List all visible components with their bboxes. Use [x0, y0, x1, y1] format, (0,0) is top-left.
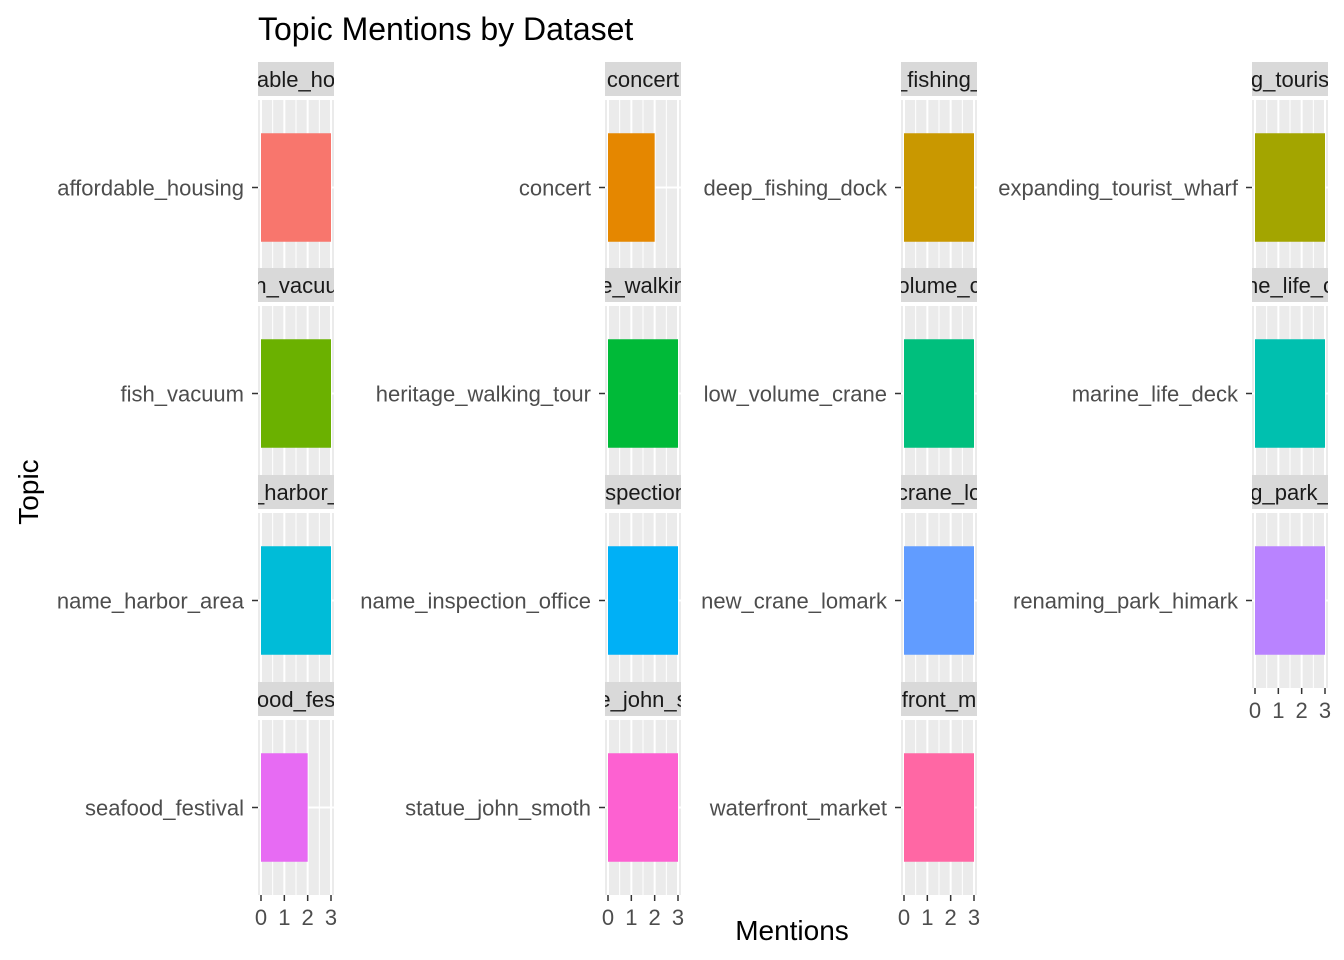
bar [1255, 133, 1325, 242]
x-tick-label: 1 [625, 905, 637, 930]
facet-strip-label: g_park_ [1250, 480, 1330, 505]
x-tick-label: 2 [302, 905, 314, 930]
y-tick-label: new_crane_lomark [701, 589, 888, 614]
y-tick-label: affordable_housing [57, 176, 244, 201]
y-tick-label: waterfront_market [709, 796, 887, 821]
bar [904, 133, 974, 242]
bar [261, 546, 331, 655]
bar [904, 753, 974, 862]
x-tick-label: 0 [602, 905, 614, 930]
facet-strip [1252, 62, 1328, 96]
x-tick-label: 3 [968, 905, 980, 930]
y-axis-title: Topic [13, 459, 44, 524]
facet-strip-label: g_touris [1251, 67, 1329, 92]
facet-strip [1252, 475, 1328, 509]
x-tick-label: 1 [1272, 698, 1284, 723]
facet-strip [605, 475, 681, 509]
facet-strip-label: e_walkin [600, 273, 686, 298]
facet-strip-label: _harbor_ [251, 480, 341, 505]
x-tick-label: 0 [255, 905, 267, 930]
facet-panel: _fishing_ deep_fishing_dock [704, 62, 984, 275]
facet-panel: front_m waterfront_market 0 1 2 3 [709, 682, 980, 930]
facet-strip [605, 268, 681, 302]
facet-panel: olume_c low_volume_crane [704, 268, 980, 481]
x-axis-title: Mentions [735, 915, 849, 946]
facet-panel: crane_lo new_crane_lomark [701, 475, 981, 688]
y-tick-label: name_harbor_area [57, 589, 245, 614]
facet-panel: concert concert [519, 62, 681, 275]
facet-strip [901, 268, 977, 302]
bar [608, 546, 678, 655]
facet-strip-label: front_m [902, 687, 977, 712]
y-tick-label: low_volume_crane [704, 382, 887, 407]
x-tick-label: 1 [921, 905, 933, 930]
facet-strip-label: _fishing_ [894, 67, 984, 92]
bar [608, 753, 678, 862]
x-tick-label: 2 [945, 905, 957, 930]
bar [904, 339, 974, 448]
facet-strip-label: ne_life_c [1246, 273, 1334, 298]
bar [1255, 339, 1325, 448]
facet-panel: ood_fes seafood_festival 0 1 2 3 [85, 682, 337, 930]
x-tick-label: 0 [1249, 698, 1261, 723]
x-tick-label: 2 [649, 905, 661, 930]
facet-panel: ne_life_c marine_life_deck [1072, 268, 1334, 481]
y-tick-label: fish_vacuum [120, 382, 244, 407]
facet-panel: g_touris expanding_tourist_wharf [998, 62, 1329, 275]
facet-panel: ıspection name_inspection_office [360, 475, 687, 688]
y-tick-label: concert [519, 176, 591, 201]
facet-strip [901, 682, 977, 716]
facet-strip-label: ood_fes [257, 687, 335, 712]
facet-panel: e_john_s statue_john_smoth 0 1 2 3 [405, 682, 687, 930]
facet-strip-label: able_ho [257, 67, 335, 92]
facet-strip-label: e_john_s [598, 687, 687, 712]
facet-panel: e_walkin heritage_walking_tour [376, 268, 686, 481]
facet-strip [901, 62, 977, 96]
y-tick-label: seafood_festival [85, 796, 244, 821]
facet-strip-label: ıspection [599, 480, 687, 505]
y-tick-label: expanding_tourist_wharf [998, 176, 1239, 201]
facet-panel: able_ho affordable_housing [57, 62, 335, 275]
bar [608, 339, 678, 448]
x-tick-label: 1 [278, 905, 290, 930]
x-tick-label: 3 [1319, 698, 1331, 723]
y-tick-label: renaming_park_himark [1013, 589, 1239, 614]
bar [608, 133, 655, 242]
x-tick-label: 0 [898, 905, 910, 930]
bar [261, 339, 331, 448]
facet-strip [258, 682, 334, 716]
facet-panel: _harbor_ name_harbor_area [57, 475, 341, 688]
facet-strip-label: olume_c [897, 273, 980, 298]
x-tick-label: 3 [325, 905, 337, 930]
y-tick-label: heritage_walking_tour [376, 382, 591, 407]
y-tick-label: deep_fishing_dock [704, 176, 888, 201]
x-tick-label: 3 [672, 905, 684, 930]
facet-panel: h_vacuu fish_vacuum [120, 268, 337, 481]
facet-strip-label: h_vacuu [254, 273, 337, 298]
facet-strip [901, 475, 977, 509]
facet-strip [258, 268, 334, 302]
y-tick-label: name_inspection_office [360, 589, 591, 614]
facet-strip [605, 62, 681, 96]
y-tick-label: marine_life_deck [1072, 382, 1239, 407]
bar [904, 546, 974, 655]
bar [261, 133, 331, 242]
bar [1255, 546, 1325, 655]
x-tick-label: 2 [1296, 698, 1308, 723]
facet-strip [605, 682, 681, 716]
facet-strip [258, 475, 334, 509]
facet-strip-label: concert [607, 67, 679, 92]
facet-strip [258, 62, 334, 96]
facet-panel: g_park_ renaming_park_himark 0 1 2 3 [1013, 475, 1331, 723]
bar [261, 753, 308, 862]
y-tick-label: statue_john_smoth [405, 796, 591, 821]
chart-title: Topic Mentions by Dataset [258, 11, 634, 47]
facet-panels: able_ho affordable_housing concert concert _… [57, 62, 1334, 930]
facet-strip-label: crane_lo [897, 480, 981, 505]
facet-strip [1252, 268, 1328, 302]
